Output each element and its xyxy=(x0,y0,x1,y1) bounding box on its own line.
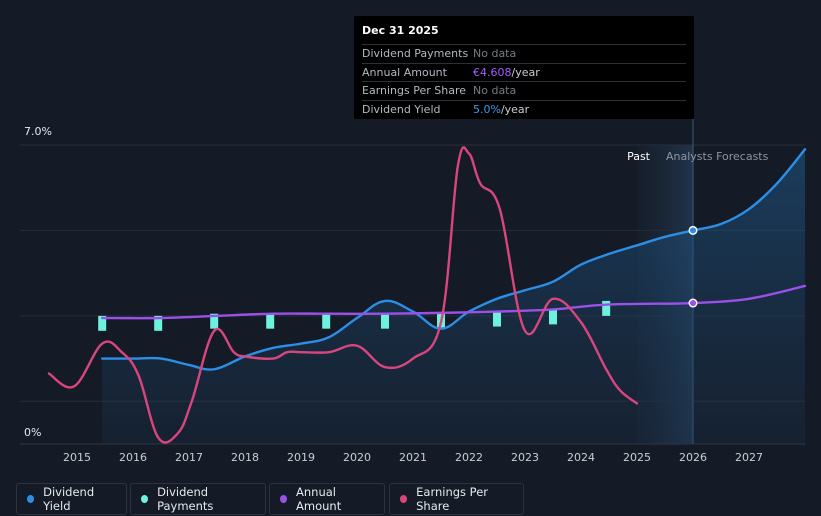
dividend-yield-marker xyxy=(688,225,698,235)
dividend-payment-bar xyxy=(154,315,163,331)
tooltip-label: Dividend Yield xyxy=(362,102,441,116)
legend-dividend-yield[interactable]: Dividend Yield xyxy=(16,483,127,515)
tooltip-unit: /year xyxy=(511,65,540,79)
tooltip-label: Earnings Per Share xyxy=(362,84,467,97)
legend-label: Earnings Per Share xyxy=(416,485,489,513)
hover-tooltip: Dec 31 2025 Dividend Payments No data An… xyxy=(354,16,694,119)
tooltip-value: No data xyxy=(473,47,517,60)
legend-dot-icon xyxy=(280,495,288,503)
x-tick-label: 2021 xyxy=(399,451,427,464)
dividend-payment-bar xyxy=(602,300,611,316)
x-tick-label: 2015 xyxy=(63,451,91,464)
tooltip-value: No data xyxy=(473,84,517,97)
x-tick-label: 2024 xyxy=(567,451,595,464)
tooltip-value: €4.608 xyxy=(473,65,512,79)
dividend-payment-bar xyxy=(322,313,331,329)
legend-label: Annual Amount xyxy=(296,485,342,513)
annual-amount-line xyxy=(101,284,807,320)
y-axis-min-label: 0% xyxy=(24,426,42,439)
x-tick-label: 2018 xyxy=(231,451,259,464)
dividend-payment-bar xyxy=(493,311,501,327)
tooltip-date: Dec 31 2025 xyxy=(362,24,439,37)
dividend-payment-bar xyxy=(549,309,557,325)
dividend-payment-bar xyxy=(266,313,275,329)
tooltip-unit: /year xyxy=(500,102,530,116)
legend-annual-amount[interactable]: Annual Amount xyxy=(269,483,385,515)
tooltip-value: 5.0% xyxy=(473,102,501,116)
tooltip-row-earnings-per-share: Earnings Per Share No data xyxy=(362,81,686,100)
legend-dot-icon xyxy=(400,495,408,503)
legend-label: Dividend Payments xyxy=(157,485,214,513)
x-tick-label: 2017 xyxy=(175,451,203,464)
legend-dividend-payments[interactable]: Dividend Payments xyxy=(130,483,266,515)
x-tick-label: 2027 xyxy=(735,451,763,464)
earnings-per-share-line xyxy=(47,146,639,444)
tooltip-label: Dividend Payments xyxy=(362,47,469,60)
dividend-yield-area xyxy=(102,149,805,444)
x-tick-label: 2025 xyxy=(623,451,651,464)
x-tick-label: 2016 xyxy=(119,451,147,464)
forecast-label: Analysts Forecasts xyxy=(666,150,769,163)
dividend-payment-bar xyxy=(98,315,107,331)
legend-dot-icon xyxy=(27,495,35,503)
dividend-payment-bar xyxy=(381,313,389,329)
tooltip-row-dividend-yield: Dividend Yield 5.0%/year xyxy=(362,99,686,119)
x-tick-label: 2026 xyxy=(679,451,707,464)
x-tick-label: 2019 xyxy=(287,451,315,464)
dividend-payment-bar xyxy=(210,313,219,329)
past-label: Past xyxy=(627,150,651,163)
x-tick-label: 2020 xyxy=(343,451,371,464)
legend-label: Dividend Yield xyxy=(43,485,95,513)
y-axis-max-label: 7.0% xyxy=(24,125,52,138)
tooltip-label: Annual Amount xyxy=(362,65,447,79)
annual-amount-marker xyxy=(688,298,698,308)
tooltip-row-annual-amount: Annual Amount €4.608/year xyxy=(362,62,686,82)
x-tick-label: 2022 xyxy=(455,451,483,464)
x-tick-label: 2023 xyxy=(511,451,539,464)
legend-earnings-per-share[interactable]: Earnings Per Share xyxy=(389,483,524,515)
legend-dot-icon xyxy=(141,495,149,503)
tooltip-row-dividend-payments: Dividend Payments No data xyxy=(362,44,686,63)
